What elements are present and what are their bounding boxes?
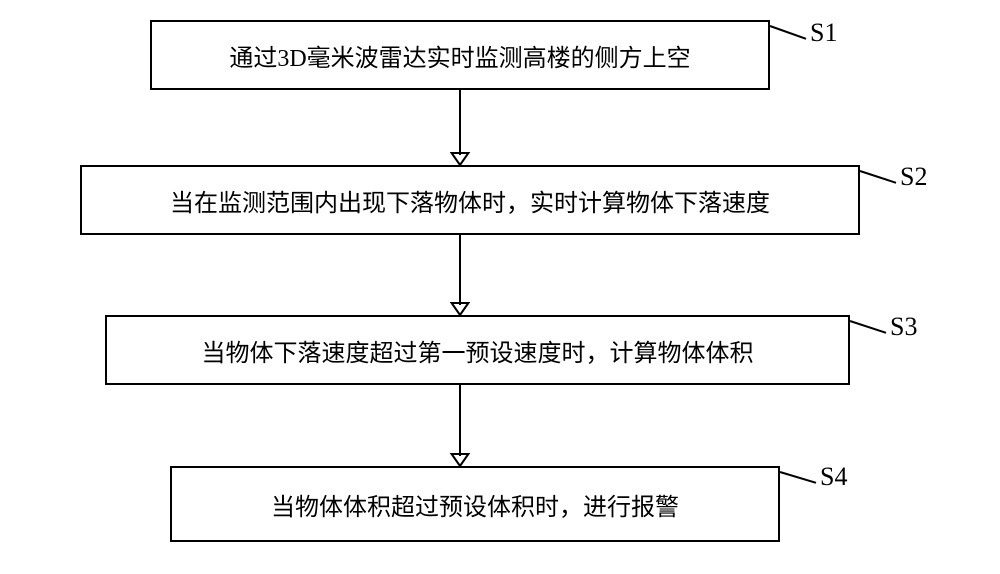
flow-node-s3: 当物体下落速度超过第一预设速度时，计算物体体积 — [105, 315, 850, 385]
leader-s1 — [770, 26, 810, 43]
flow-node-s4-label: S4 — [820, 462, 847, 492]
flow-arrow-s2-s3 — [444, 235, 476, 315]
flow-node-s4-text: 当物体体积超过预设体积时，进行报警 — [271, 487, 679, 522]
flow-arrow-s3-s4 — [444, 385, 476, 466]
flow-node-s1-label: S1 — [810, 18, 837, 48]
flow-node-s2-text: 当在监测范围内出现下落物体时，实时计算物体下落速度 — [170, 183, 770, 218]
leader-s3 — [850, 321, 890, 337]
flow-node-s1: 通过3D毫米波雷达实时监测高楼的侧方上空 — [150, 20, 770, 90]
flow-node-s2-label: S2 — [900, 162, 927, 192]
flow-node-s1-text: 通过3D毫米波雷达实时监测高楼的侧方上空 — [229, 38, 690, 73]
flow-node-s2: 当在监测范围内出现下落物体时，实时计算物体下落速度 — [80, 165, 860, 235]
leader-s4 — [780, 472, 820, 487]
leader-s2 — [860, 171, 900, 187]
flow-node-s3-label: S3 — [890, 312, 917, 342]
flow-node-s4: 当物体体积超过预设体积时，进行报警 — [170, 466, 780, 542]
flow-node-s3-text: 当物体下落速度超过第一预设速度时，计算物体体积 — [202, 333, 754, 368]
flow-arrow-s1-s2 — [444, 90, 476, 165]
